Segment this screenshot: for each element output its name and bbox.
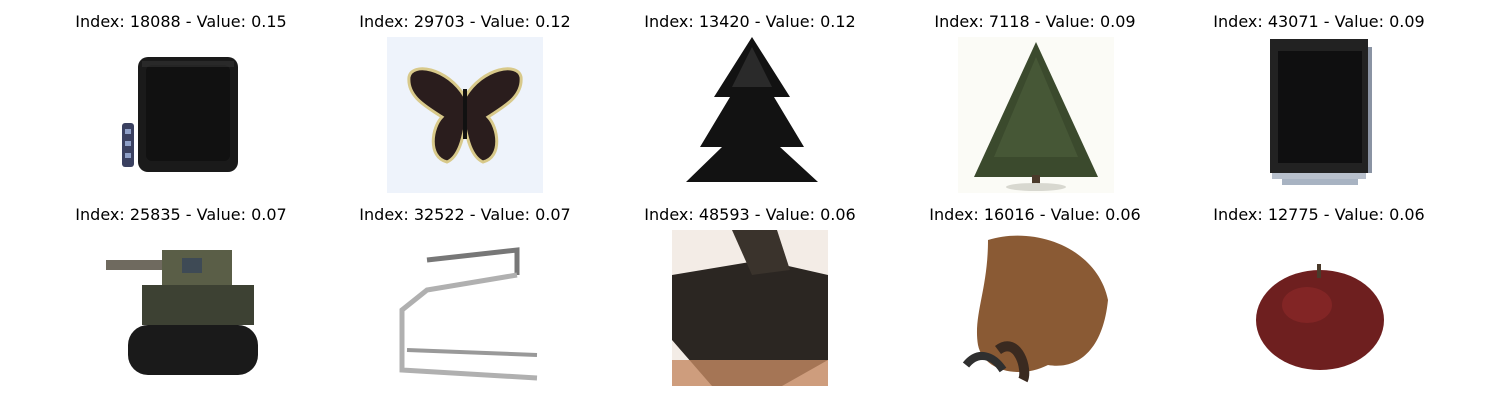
panel-title: Index: 18088 - Value: 0.15 <box>75 12 287 31</box>
panel-title: Index: 25835 - Value: 0.07 <box>75 205 287 224</box>
monitor-image <box>1270 39 1372 185</box>
panel-image-monitor <box>1242 37 1398 193</box>
panel-title: Index: 16016 - Value: 0.06 <box>929 205 1141 224</box>
panel-title: Index: 32522 - Value: 0.07 <box>359 205 571 224</box>
panel-image-chair <box>387 230 543 386</box>
apple-image <box>1256 264 1384 370</box>
green-tree-image <box>958 37 1114 193</box>
panel-title: Index: 13420 - Value: 0.12 <box>644 12 856 31</box>
panel-title: Index: 12775 - Value: 0.06 <box>1213 205 1425 224</box>
television-image <box>122 57 238 172</box>
panel-image-television <box>102 37 258 193</box>
butterfly-image <box>387 37 543 193</box>
panel-image-apple <box>1242 230 1398 386</box>
panel-title: Index: 29703 - Value: 0.12 <box>359 12 571 31</box>
panel-image-tank <box>102 230 258 386</box>
dark-tree-image <box>686 37 818 182</box>
tank-closeup-image <box>672 230 828 386</box>
panel-title: Index: 43071 - Value: 0.09 <box>1213 12 1425 31</box>
panel-image-dark-tree <box>672 37 828 193</box>
chair-image <box>399 247 538 381</box>
panel-title: Index: 48593 - Value: 0.06 <box>644 205 856 224</box>
panel-image-butterfly <box>387 37 543 193</box>
panel-image-animal <box>958 230 1114 386</box>
panel-title: Index: 7118 - Value: 0.09 <box>934 12 1136 31</box>
tank-image <box>106 250 258 375</box>
panel-image-green-tree <box>958 37 1114 193</box>
panel-image-tank-closeup <box>672 230 828 386</box>
animal-image <box>962 235 1108 383</box>
